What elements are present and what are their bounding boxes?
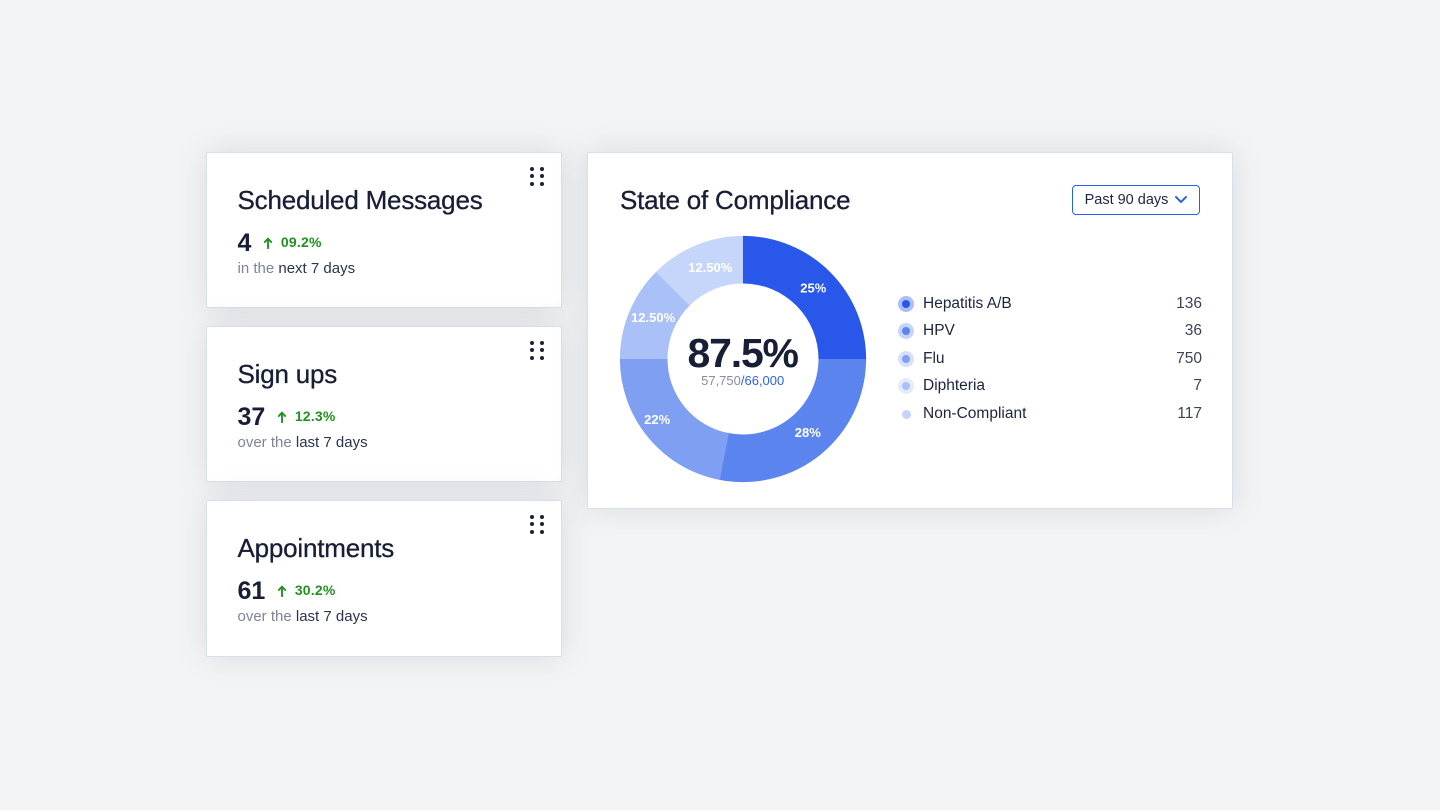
svg-text:25%: 25% (800, 280, 826, 295)
svg-text:28%: 28% (794, 424, 820, 439)
svg-text:12.50%: 12.50% (688, 259, 733, 274)
svg-text:12.50%: 12.50% (631, 309, 676, 324)
svg-text:22%: 22% (644, 412, 670, 427)
